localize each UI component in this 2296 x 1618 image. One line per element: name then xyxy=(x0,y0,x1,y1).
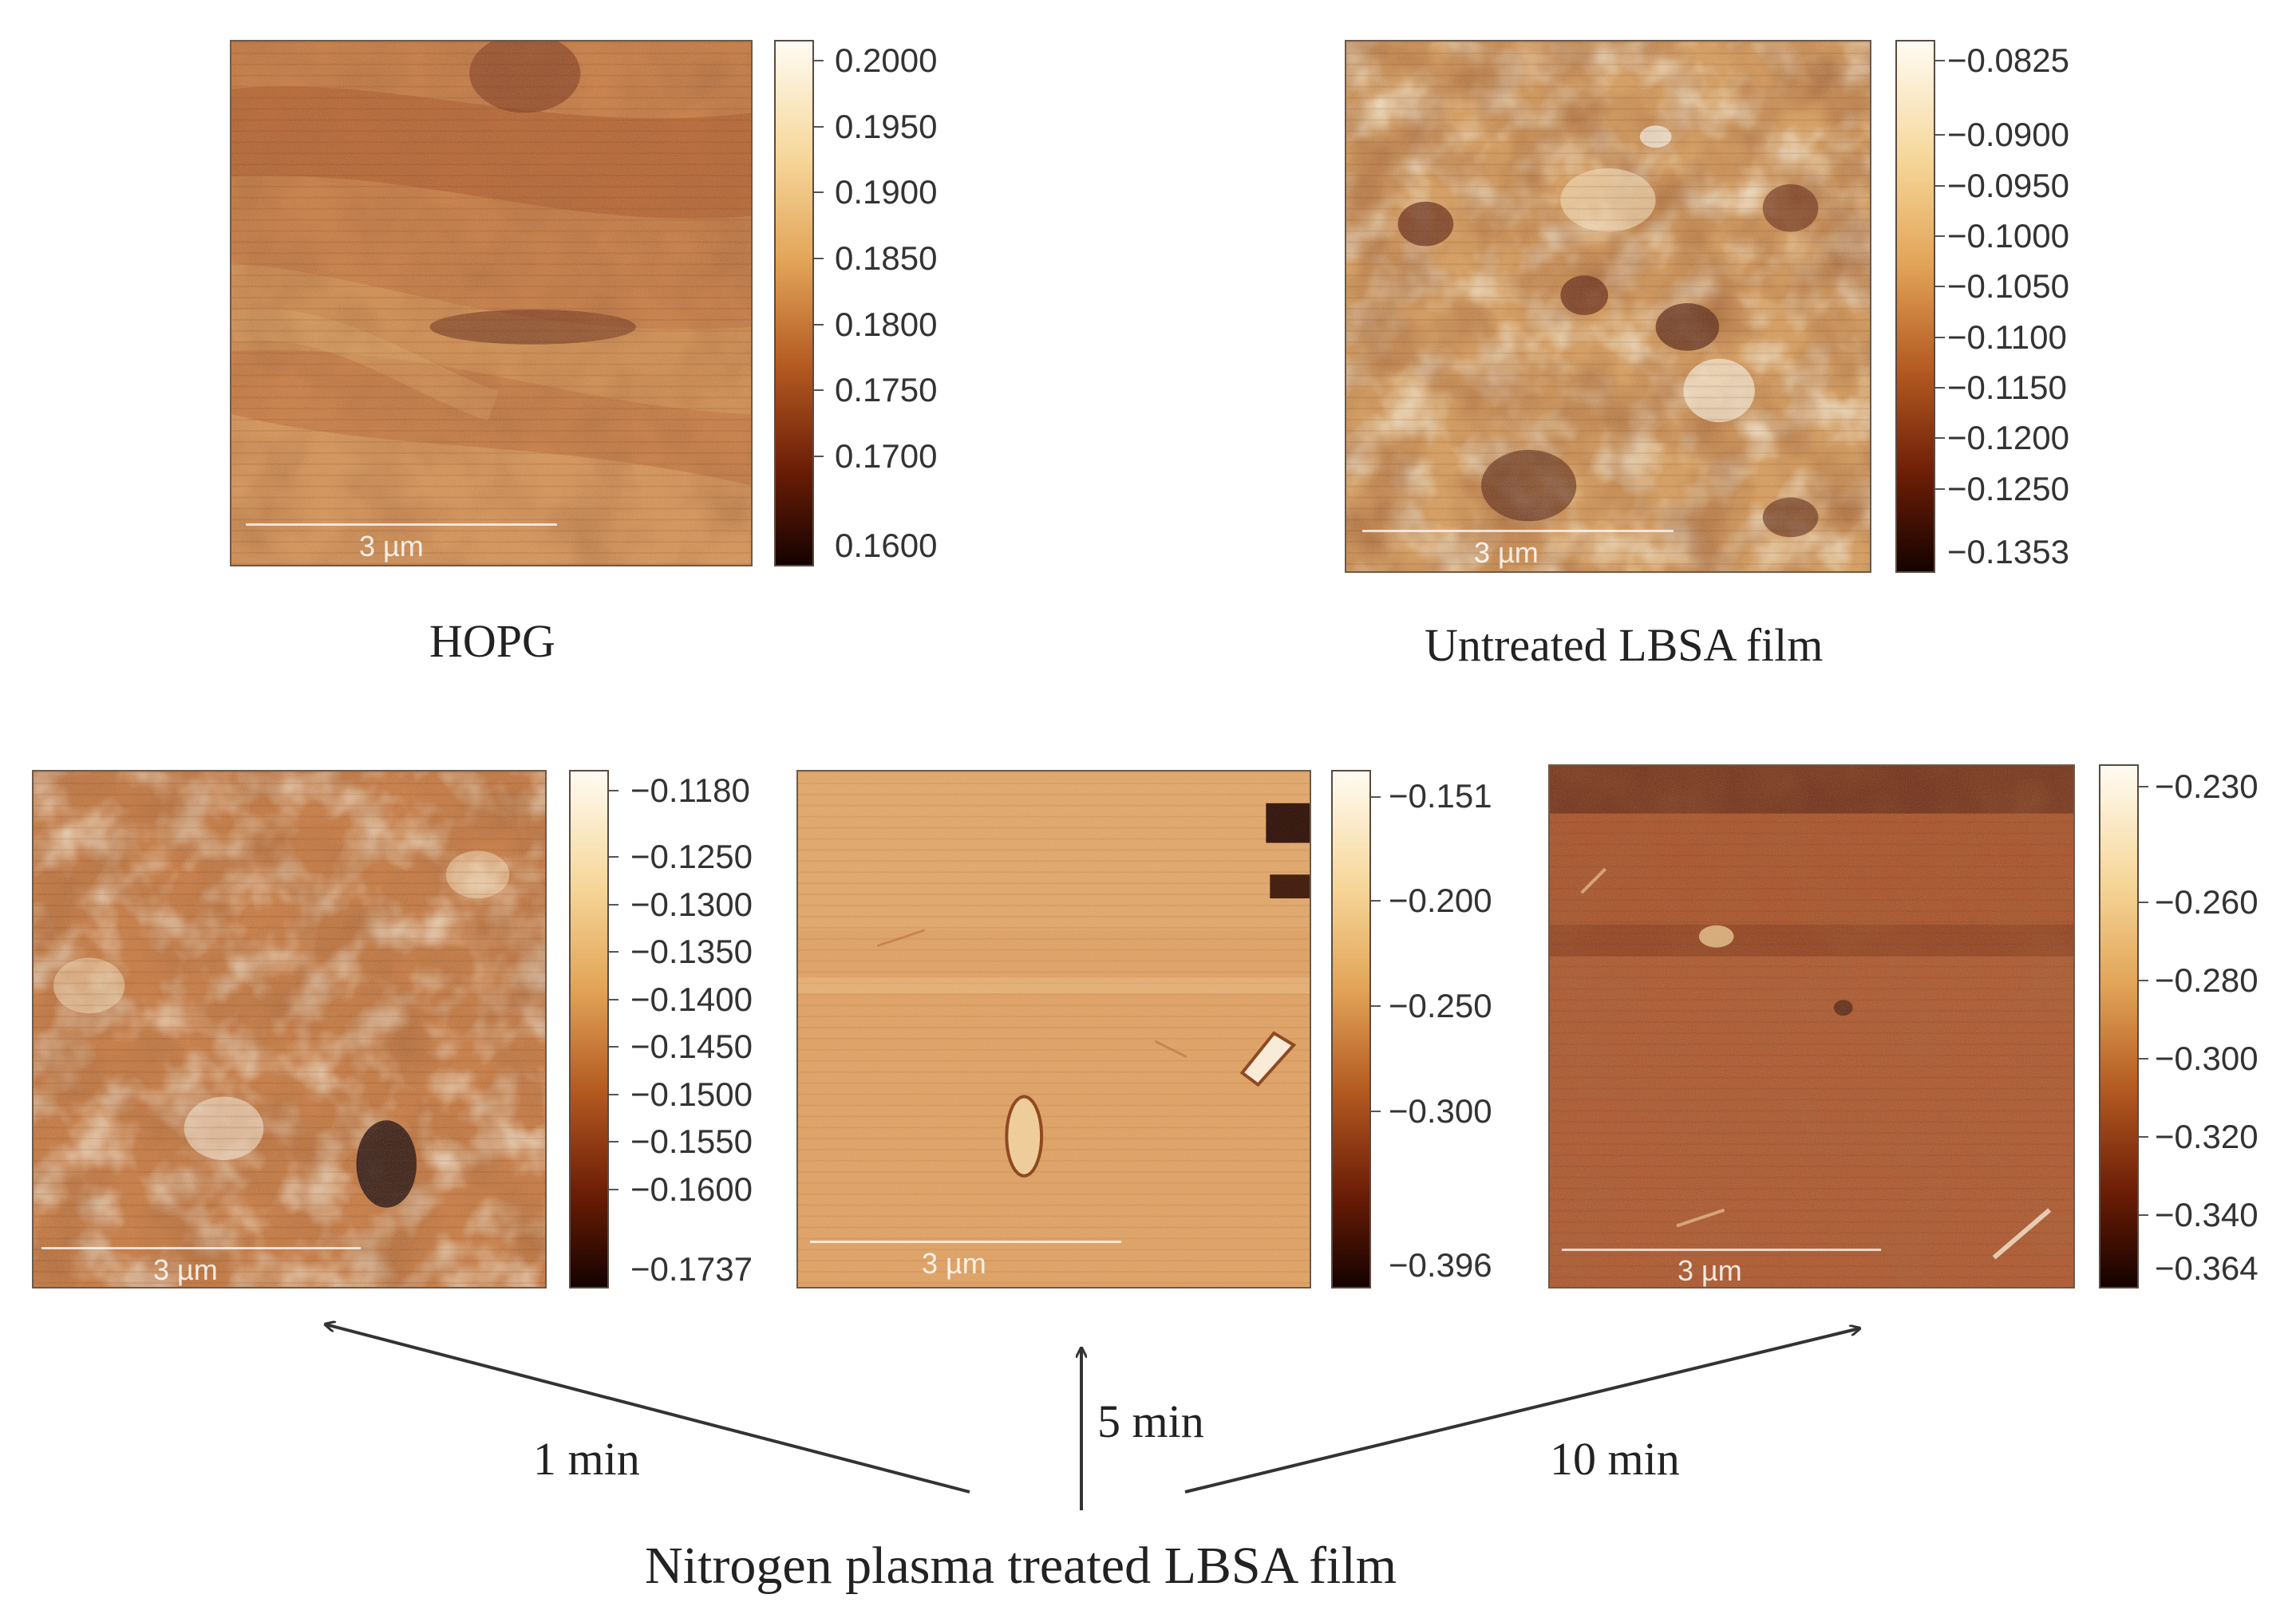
arrow-1min xyxy=(326,1324,970,1494)
min1-colorbar xyxy=(569,770,609,1288)
hopg-scale-label: 3 µm xyxy=(359,530,424,562)
colorbar-tick: −0.364 xyxy=(2155,1249,2258,1287)
colorbar-tick: 0.1850 xyxy=(835,239,938,277)
colorbar-tick: 0.1950 xyxy=(835,108,938,145)
colorbar-tick: −0.280 xyxy=(2155,961,2258,999)
min5-afm-image: 3 µm xyxy=(796,770,1311,1288)
colorbar-tick: −0.1450 xyxy=(630,1028,753,1065)
min1-afm-image: 3 µm xyxy=(32,770,547,1288)
hopg-caption: HOPG xyxy=(429,615,555,667)
colorbar-tick: 0.2000 xyxy=(835,41,938,79)
colorbar-tick: −0.1400 xyxy=(630,981,753,1018)
colorbar-tick: −0.300 xyxy=(1389,1092,1492,1130)
min5-scale-label: 3 µm xyxy=(922,1247,986,1280)
untreated-afm-image: 3 µm xyxy=(1345,40,1871,573)
min5-colorbar xyxy=(1331,770,1371,1288)
colorbar-tick: −0.1200 xyxy=(1947,419,2069,456)
colorbar-tick: −0.200 xyxy=(1389,882,1492,919)
min1-scale-label: 3 µm xyxy=(153,1253,218,1286)
colorbar-tick: −0.1100 xyxy=(1947,318,2067,356)
untreated-colorbar xyxy=(1895,40,1935,573)
colorbar-tick: −0.1737 xyxy=(630,1250,753,1288)
colorbar-tick: −0.1250 xyxy=(1947,470,2069,507)
colorbar-tick: 0.1750 xyxy=(835,371,938,408)
colorbar-tick: −0.340 xyxy=(2155,1196,2258,1233)
min10-afm-image: 3 µm xyxy=(1548,764,2075,1288)
colorbar-tick: −0.320 xyxy=(2155,1118,2258,1155)
colorbar-tick: 0.1600 xyxy=(835,527,938,564)
colorbar-tick: −0.1350 xyxy=(630,933,753,970)
colorbar-tick: −0.1000 xyxy=(1947,217,2069,255)
colorbar-tick: −0.1500 xyxy=(630,1075,753,1113)
min10-scale-label: 3 µm xyxy=(1678,1254,1742,1287)
colorbar-tick: −0.250 xyxy=(1389,987,1492,1024)
colorbar-tick: −0.1150 xyxy=(1947,369,2067,406)
hopg-colorbar xyxy=(774,40,814,566)
colorbar-tick: −0.1250 xyxy=(630,838,753,875)
untreated-caption: Untreated LBSA film xyxy=(1425,619,1824,671)
colorbar-tick: −0.0900 xyxy=(1947,116,2069,153)
arrow-10min xyxy=(1184,1328,1859,1494)
hopg-afm-image: 3 µm xyxy=(230,40,753,566)
colorbar-tick: −0.1550 xyxy=(630,1123,753,1160)
colorbar-tick: −0.1600 xyxy=(630,1170,753,1208)
colorbar-tick: 0.1800 xyxy=(835,306,938,343)
untreated-scale-label: 3 µm xyxy=(1474,536,1539,569)
bottom-caption: Nitrogen plasma treated LBSA film xyxy=(645,1537,1397,1595)
colorbar-tick: −0.1180 xyxy=(630,772,750,809)
arrow-label-5min: 5 min xyxy=(1097,1395,1204,1447)
colorbar-tick: −0.230 xyxy=(2155,768,2258,805)
colorbar-tick: 0.1900 xyxy=(835,173,938,211)
colorbar-tick: −0.151 xyxy=(1389,777,1492,815)
colorbar-tick: −0.300 xyxy=(2155,1040,2258,1077)
colorbar-tick: −0.396 xyxy=(1389,1246,1492,1284)
arrow-label-10min: 10 min xyxy=(1550,1433,1680,1485)
colorbar-tick: −0.1300 xyxy=(630,886,753,923)
colorbar-tick: −0.1050 xyxy=(1947,267,2069,305)
min10-colorbar xyxy=(2099,764,2139,1288)
colorbar-tick: −0.260 xyxy=(2155,883,2258,921)
arrow-label-1min: 1 min xyxy=(533,1433,640,1485)
colorbar-tick: −0.1353 xyxy=(1947,533,2069,570)
colorbar-tick: −0.0825 xyxy=(1947,41,2069,79)
colorbar-tick: −0.0950 xyxy=(1947,167,2069,204)
colorbar-tick: 0.1700 xyxy=(835,437,938,475)
